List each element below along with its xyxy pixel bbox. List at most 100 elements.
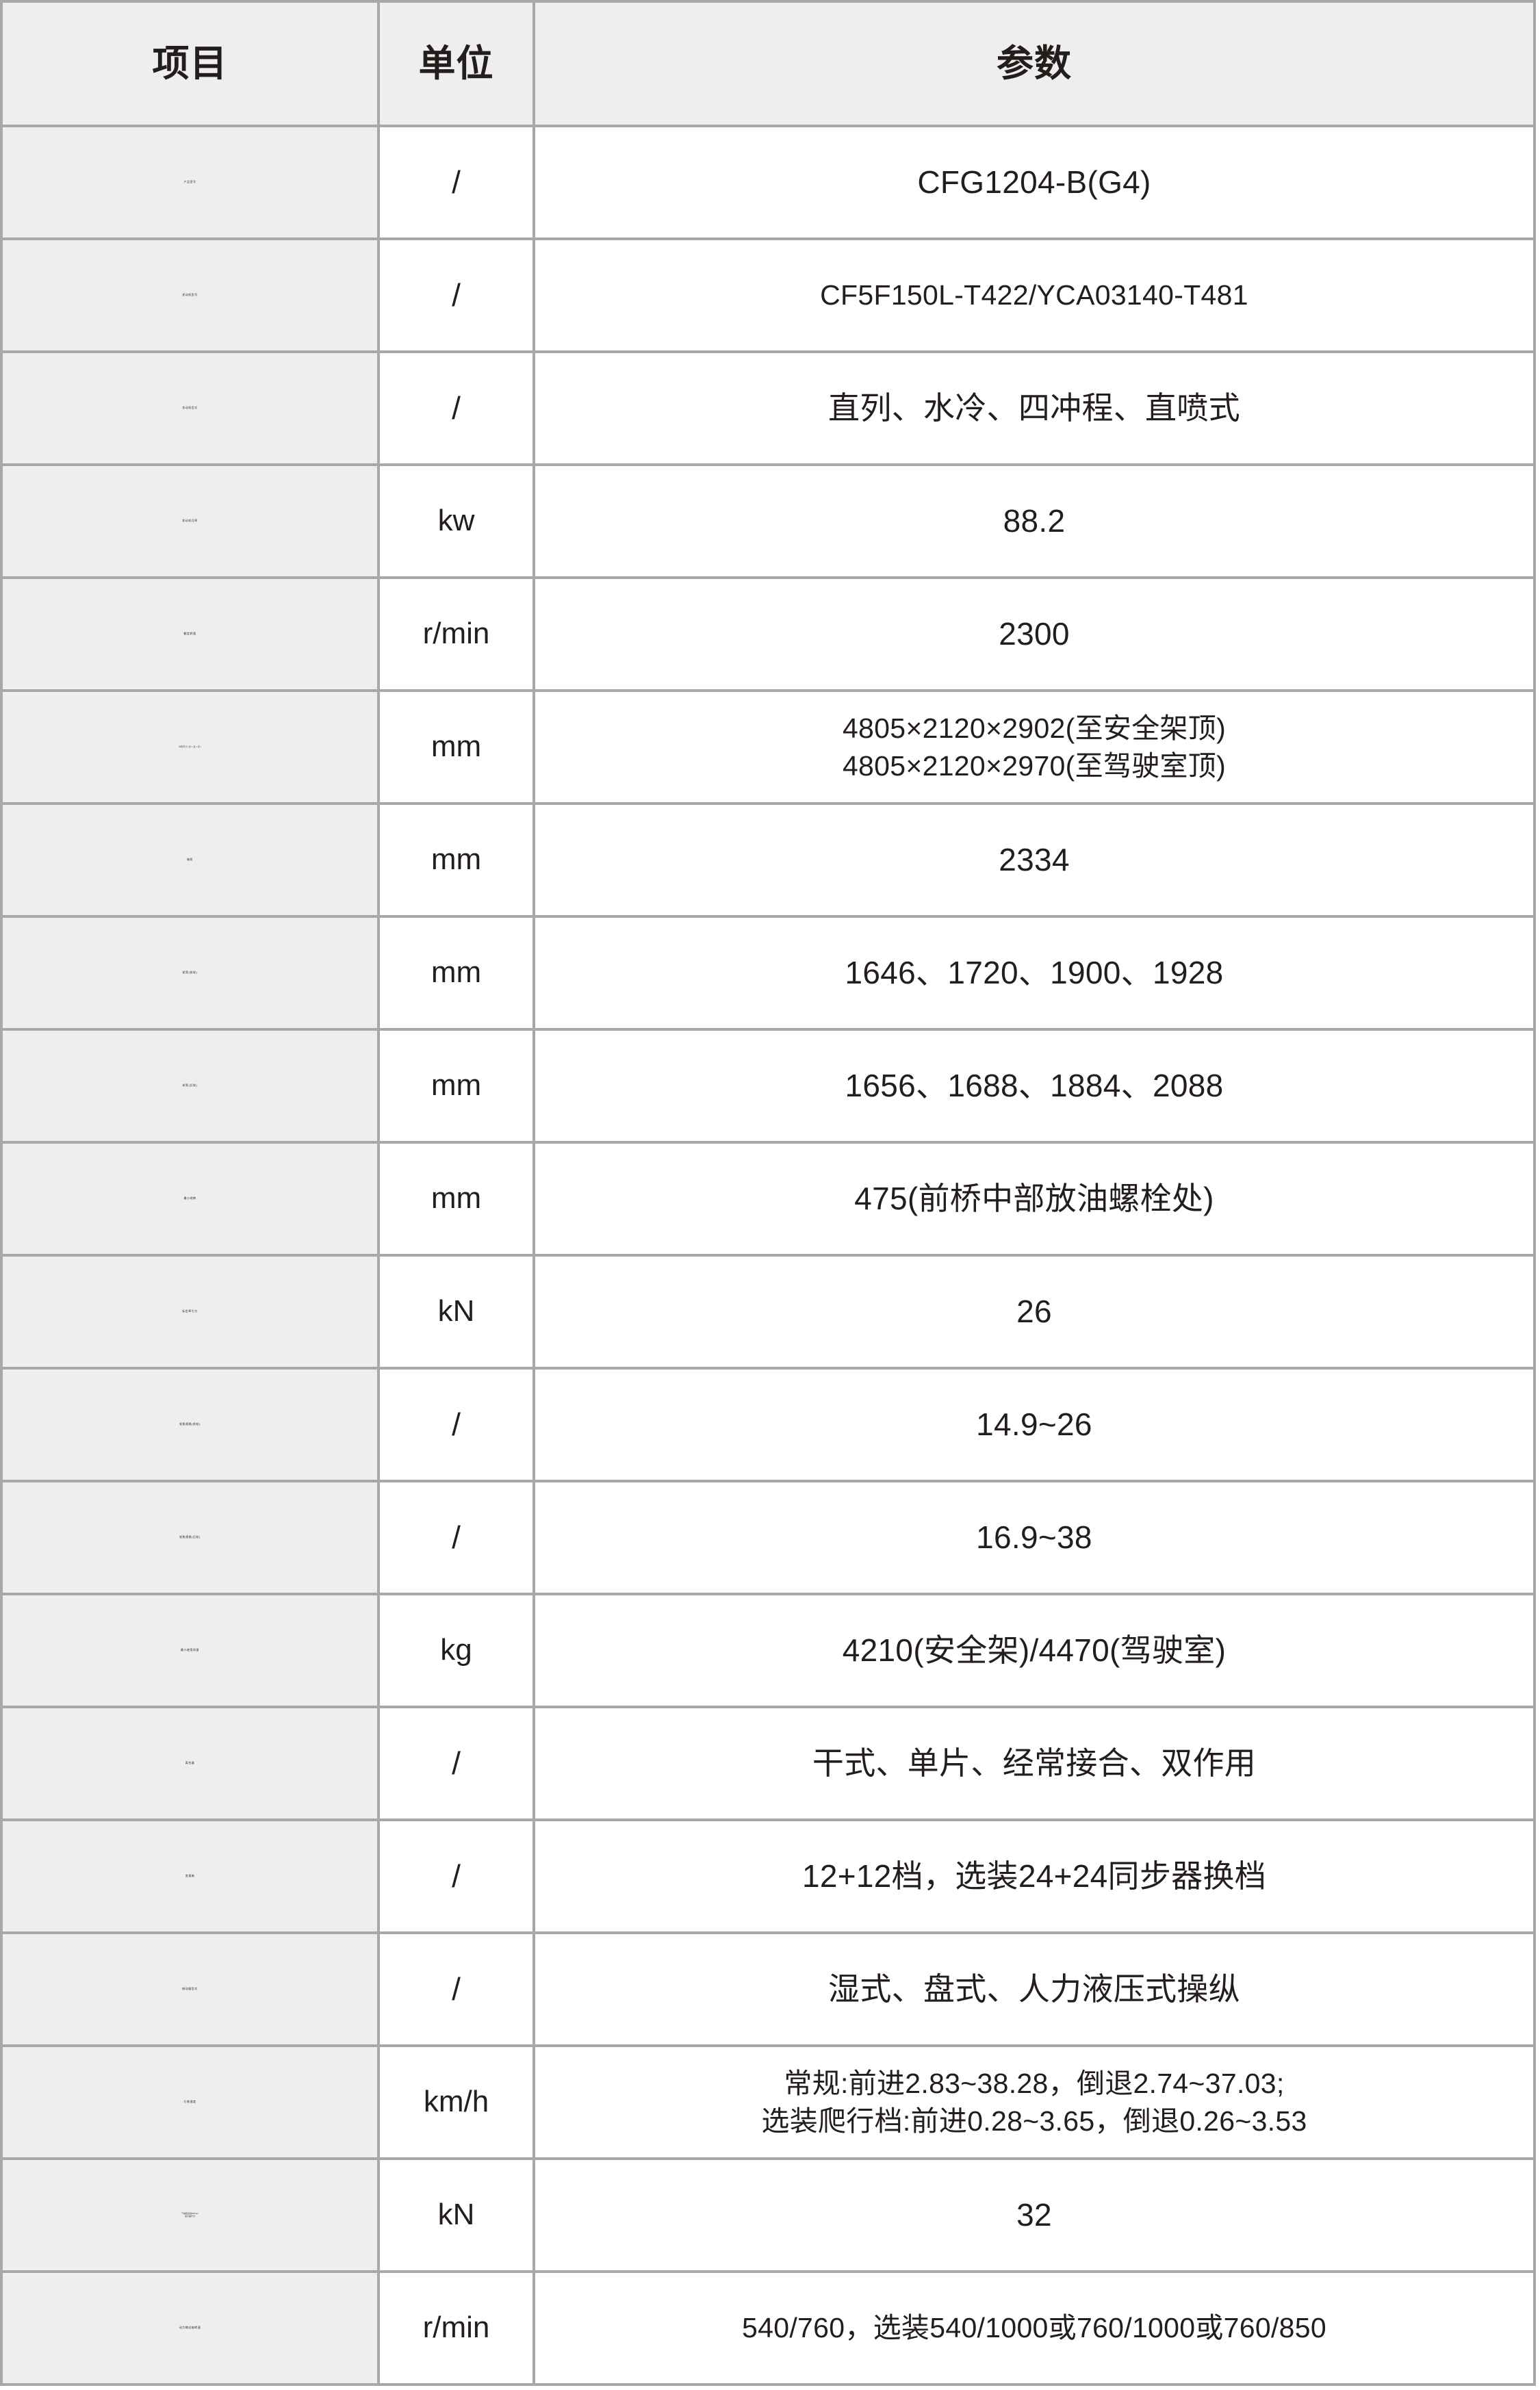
row-parameter-value: CF5F150L-T422/YCA03140-T481 — [532, 237, 1536, 353]
row-unit-text: mm — [431, 955, 482, 990]
row-unit-text: / — [452, 1858, 461, 1894]
table-row: 下悬挂点后610mm 最大提升力 kN 32 — [0, 2157, 1536, 2273]
row-parameter-text: 540/760，选装540/1000或760/1000或760/850 — [742, 2312, 1326, 2344]
row-parameter-value: 12+12档，选装24+24同步器换档 — [532, 1819, 1536, 1934]
table-body: 产品型号 / CFG1204-B(G4) 发动机型号 / CF5F150L-T422/YC… — [0, 125, 1536, 2386]
row-parameter-value: 88.2 — [532, 463, 1536, 579]
row-parameter-text: 16.9~38 — [976, 1519, 1092, 1555]
row-parameter-text: 湿式、盘式、人力液压式操纵 — [828, 1970, 1240, 2007]
row-parameter-text: 干式、单片、经常接合、双作用 — [812, 1745, 1257, 1781]
row-parameter-value: 14.9~26 — [532, 1367, 1536, 1482]
row-item-label: 轮距(后轮) — [0, 1028, 380, 1144]
row-unit-value: / — [377, 350, 535, 466]
row-unit-value: kg — [377, 1593, 535, 1708]
row-parameter-value: 32 — [532, 2157, 1536, 2273]
row-unit-text: mm — [431, 1068, 482, 1103]
table-row: 外形尺寸 ( 长 × 宽 × 高 ) mm 4805×2120×2902(至安全架顶… — [0, 689, 1536, 805]
row-item-text: 标定牵引力 — [182, 1309, 198, 1313]
column-header-item: 项目 — [0, 0, 380, 127]
row-item-label: 额定转速 — [0, 576, 380, 692]
row-item-text: 发动机型号 — [182, 293, 198, 297]
row-item-text: 变速箱 — [185, 1874, 195, 1878]
row-parameter-text: 2334 — [999, 841, 1070, 877]
table-row: 额定转速 r/min 2300 — [0, 576, 1536, 692]
row-parameter-value: 4210(安全架)/4470(驾驶室) — [532, 1593, 1536, 1708]
row-parameter-text: 1656、1688、1884、2088 — [845, 1067, 1224, 1103]
row-unit-value: kN — [377, 1254, 535, 1370]
row-item-text: 发动机型式 — [182, 406, 198, 410]
row-unit-value: kw — [377, 463, 535, 579]
row-parameter-text: 1646、1720、1900、1928 — [845, 954, 1224, 990]
row-parameter-value: 湿式、盘式、人力液压式操纵 — [532, 1931, 1536, 2047]
row-item-label: 轮胎规格(前轮) — [0, 1367, 380, 1482]
table-row: 产品型号 / CFG1204-B(G4) — [0, 125, 1536, 240]
column-header-parameter: 参数 — [532, 0, 1536, 127]
row-item-text: 外形尺寸 ( 长 × 宽 × 高 ) — [179, 745, 201, 748]
row-item-label: 变速箱 — [0, 1819, 380, 1934]
row-unit-text: / — [452, 1970, 461, 2007]
row-parameter-value: 直列、水冷、四冲程、直喷式 — [532, 350, 1536, 466]
table-row: 发动机型式 / 直列、水冷、四冲程、直喷式 — [0, 350, 1536, 466]
row-item-text: 下悬挂点后610mm 最大提升力 — [181, 2211, 198, 2218]
row-parameter-text: 2300 — [999, 615, 1070, 652]
row-parameter-text: 4805×2120×2902(至安全架顶) 4805×2120×2970(至驾驶… — [842, 712, 1227, 782]
row-item-text: 行驶速度 — [183, 2100, 196, 2104]
table-row: 动力输出轴转速 r/min 540/760，选装540/1000或760/1000或… — [0, 2270, 1536, 2386]
row-item-label: 轮胎规格(后轮) — [0, 1480, 380, 1595]
row-parameter-text: 26 — [1016, 1293, 1052, 1329]
row-unit-text: r/min — [422, 617, 490, 651]
row-parameter-text: 直列、水冷、四冲程、直喷式 — [828, 389, 1240, 426]
row-item-text: 额定转速 — [183, 632, 196, 636]
row-item-text: 轮距(后轮) — [182, 1083, 198, 1088]
row-parameter-value: 1656、1688、1884、2088 — [532, 1028, 1536, 1144]
row-parameter-value: 1646、1720、1900、1928 — [532, 915, 1536, 1031]
row-parameter-text: CF5F150L-T422/YCA03140-T481 — [820, 279, 1248, 311]
table-row: 轮胎规格(前轮) / 14.9~26 — [0, 1367, 1536, 1482]
table-row: 轮胎规格(后轮) / 16.9~38 — [0, 1480, 1536, 1595]
row-item-text: 轮距(前轮) — [182, 971, 198, 975]
row-parameter-text: 14.9~26 — [976, 1406, 1092, 1442]
row-unit-value: / — [377, 125, 535, 240]
row-item-label: 最小使用质量 — [0, 1593, 380, 1708]
row-parameter-text: 4210(安全架)/4470(驾驶室) — [842, 1632, 1227, 1668]
row-unit-text: kg — [440, 1633, 472, 1667]
row-parameter-value: 常规:前进2.83~38.28，倒退2.74~37.03; 选装爬行档:前进0.… — [532, 2044, 1536, 2160]
row-parameter-text: 32 — [1016, 2196, 1052, 2233]
row-unit-value: mm — [377, 1141, 535, 1257]
row-parameter-value: 4805×2120×2902(至安全架顶) 4805×2120×2970(至驾驶… — [532, 689, 1536, 805]
row-unit-text: r/min — [422, 2311, 490, 2345]
row-parameter-value: 干式、单片、经常接合、双作用 — [532, 1706, 1536, 1821]
row-unit-value: mm — [377, 802, 535, 918]
row-item-text: 离合器 — [185, 1761, 195, 1765]
row-unit-text: / — [452, 1519, 461, 1555]
row-item-label: 制动器型式 — [0, 1931, 380, 2047]
table-header: 项目 单位 参数 — [0, 0, 1536, 127]
table-row: 离合器 / 干式、单片、经常接合、双作用 — [0, 1706, 1536, 1821]
row-item-label: 产品型号 — [0, 125, 380, 240]
row-unit-text: kN — [437, 1294, 475, 1328]
row-unit-value: kN — [377, 2157, 535, 2273]
row-unit-text: / — [452, 277, 461, 313]
row-item-label: 标定牵引力 — [0, 1254, 380, 1370]
table-row: 轴距 mm 2334 — [0, 802, 1536, 918]
row-parameter-value: 26 — [532, 1254, 1536, 1370]
row-item-text: 制动器型式 — [182, 1987, 198, 1991]
table-row: 标定牵引力 kN 26 — [0, 1254, 1536, 1370]
row-item-text: 轮胎规格(前轮) — [179, 1422, 201, 1426]
row-parameter-text: 475(前桥中部放油螺栓处) — [854, 1180, 1214, 1216]
row-item-label: 下悬挂点后610mm 最大提升力 — [0, 2157, 380, 2273]
row-unit-value: km/h — [377, 2044, 535, 2160]
row-unit-value: r/min — [377, 576, 535, 692]
row-item-text: 产品型号 — [183, 180, 196, 184]
row-parameter-value: 475(前桥中部放油螺栓处) — [532, 1141, 1536, 1257]
row-unit-text: kN — [437, 2198, 475, 2232]
row-item-text: 轴距 — [187, 858, 193, 862]
row-item-label: 外形尺寸 ( 长 × 宽 × 高 ) — [0, 689, 380, 805]
table-row: 制动器型式 / 湿式、盘式、人力液压式操纵 — [0, 1931, 1536, 2047]
column-header-unit: 单位 — [377, 0, 535, 127]
row-item-text: 轮胎规格(后轮) — [179, 1535, 201, 1539]
row-unit-value: / — [377, 1706, 535, 1821]
table-row: 轮距(前轮) mm 1646、1720、1900、1928 — [0, 915, 1536, 1031]
table-header-row: 项目 单位 参数 — [0, 0, 1536, 127]
